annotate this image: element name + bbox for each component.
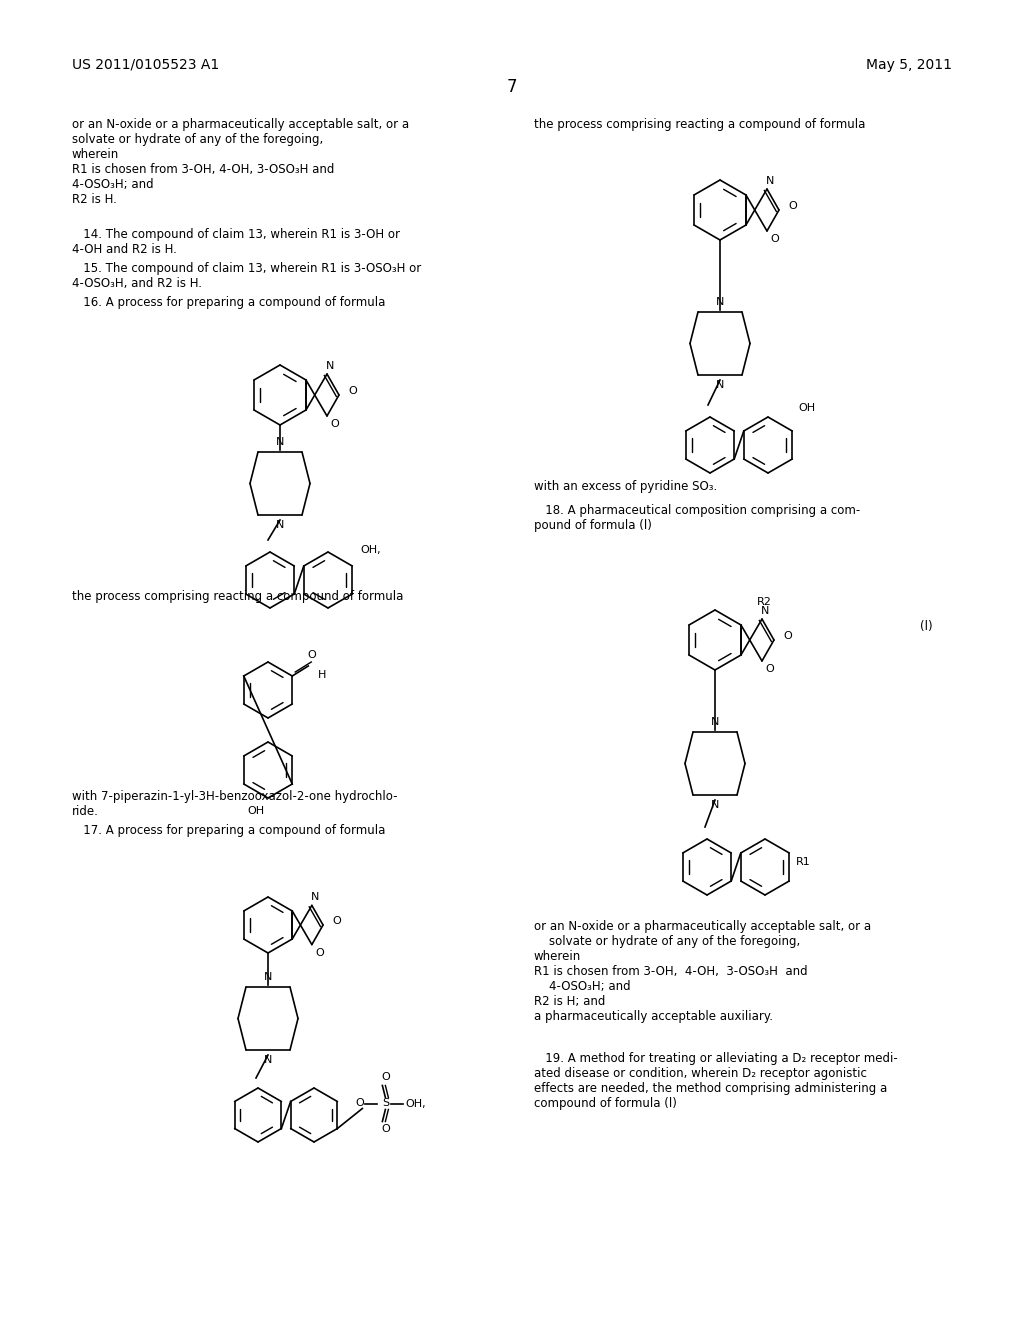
Text: or an N-oxide or a pharmaceutically acceptable salt, or a
solvate or hydrate of : or an N-oxide or a pharmaceutically acce… bbox=[72, 117, 410, 206]
Text: May 5, 2011: May 5, 2011 bbox=[866, 58, 952, 73]
Text: O: O bbox=[783, 631, 793, 642]
Text: or an N-oxide or a pharmaceutically acceptable salt, or a
    solvate or hydrate: or an N-oxide or a pharmaceutically acce… bbox=[534, 920, 871, 1023]
Text: with 7-piperazin-1-yl-3H-benzooxazol-2-one hydrochlo-
ride.: with 7-piperazin-1-yl-3H-benzooxazol-2-o… bbox=[72, 789, 397, 818]
Text: O: O bbox=[348, 385, 357, 396]
Text: 16. A process for preparing a compound of formula: 16. A process for preparing a compound o… bbox=[72, 296, 385, 309]
Text: O: O bbox=[308, 649, 316, 660]
Text: O: O bbox=[381, 1072, 390, 1082]
Text: (l): (l) bbox=[920, 620, 933, 634]
Text: N: N bbox=[275, 437, 285, 447]
Text: N: N bbox=[275, 520, 285, 531]
Text: O: O bbox=[355, 1098, 364, 1109]
Text: O: O bbox=[788, 201, 798, 211]
Text: with an excess of pyridine SO₃.: with an excess of pyridine SO₃. bbox=[534, 480, 717, 492]
Text: N: N bbox=[711, 800, 719, 810]
Text: OH: OH bbox=[798, 403, 815, 413]
Text: N: N bbox=[761, 606, 769, 616]
Text: 15. The compound of claim 13, wherein R1 is 3-OSO₃H or
4-OSO₃H, and R2 is H.: 15. The compound of claim 13, wherein R1… bbox=[72, 261, 421, 290]
Text: 18. A pharmaceutical composition comprising a com-
pound of formula (l): 18. A pharmaceutical composition compris… bbox=[534, 504, 860, 532]
Text: O: O bbox=[766, 664, 774, 675]
Text: 19. A method for treating or alleviating a D₂ receptor medi-
ated disease or con: 19. A method for treating or alleviating… bbox=[534, 1052, 898, 1110]
Text: O: O bbox=[333, 916, 341, 927]
Text: N: N bbox=[264, 972, 272, 982]
Text: OH: OH bbox=[248, 807, 264, 816]
Text: OH,: OH, bbox=[360, 545, 381, 554]
Text: 7: 7 bbox=[507, 78, 517, 96]
Text: R2: R2 bbox=[757, 597, 771, 607]
Text: N: N bbox=[326, 360, 334, 371]
Text: the process comprising reacting a compound of formula: the process comprising reacting a compou… bbox=[72, 590, 403, 603]
Text: O: O bbox=[331, 418, 339, 429]
Text: 17. A process for preparing a compound of formula: 17. A process for preparing a compound o… bbox=[72, 824, 385, 837]
Text: S: S bbox=[382, 1098, 389, 1109]
Text: N: N bbox=[716, 380, 724, 389]
Text: N: N bbox=[711, 717, 719, 727]
Text: 14. The compound of claim 13, wherein R1 is 3-OH or
4-OH and R2 is H.: 14. The compound of claim 13, wherein R1… bbox=[72, 228, 400, 256]
Text: the process comprising reacting a compound of formula: the process comprising reacting a compou… bbox=[534, 117, 865, 131]
Text: US 2011/0105523 A1: US 2011/0105523 A1 bbox=[72, 58, 219, 73]
Text: R1: R1 bbox=[796, 857, 811, 867]
Text: N: N bbox=[716, 297, 724, 308]
Text: O: O bbox=[381, 1125, 390, 1134]
Text: OH,: OH, bbox=[406, 1098, 426, 1109]
Text: N: N bbox=[766, 176, 774, 186]
Text: O: O bbox=[771, 234, 779, 244]
Text: O: O bbox=[315, 948, 325, 957]
Text: N: N bbox=[310, 892, 319, 903]
Text: H: H bbox=[318, 671, 327, 680]
Text: N: N bbox=[264, 1055, 272, 1065]
